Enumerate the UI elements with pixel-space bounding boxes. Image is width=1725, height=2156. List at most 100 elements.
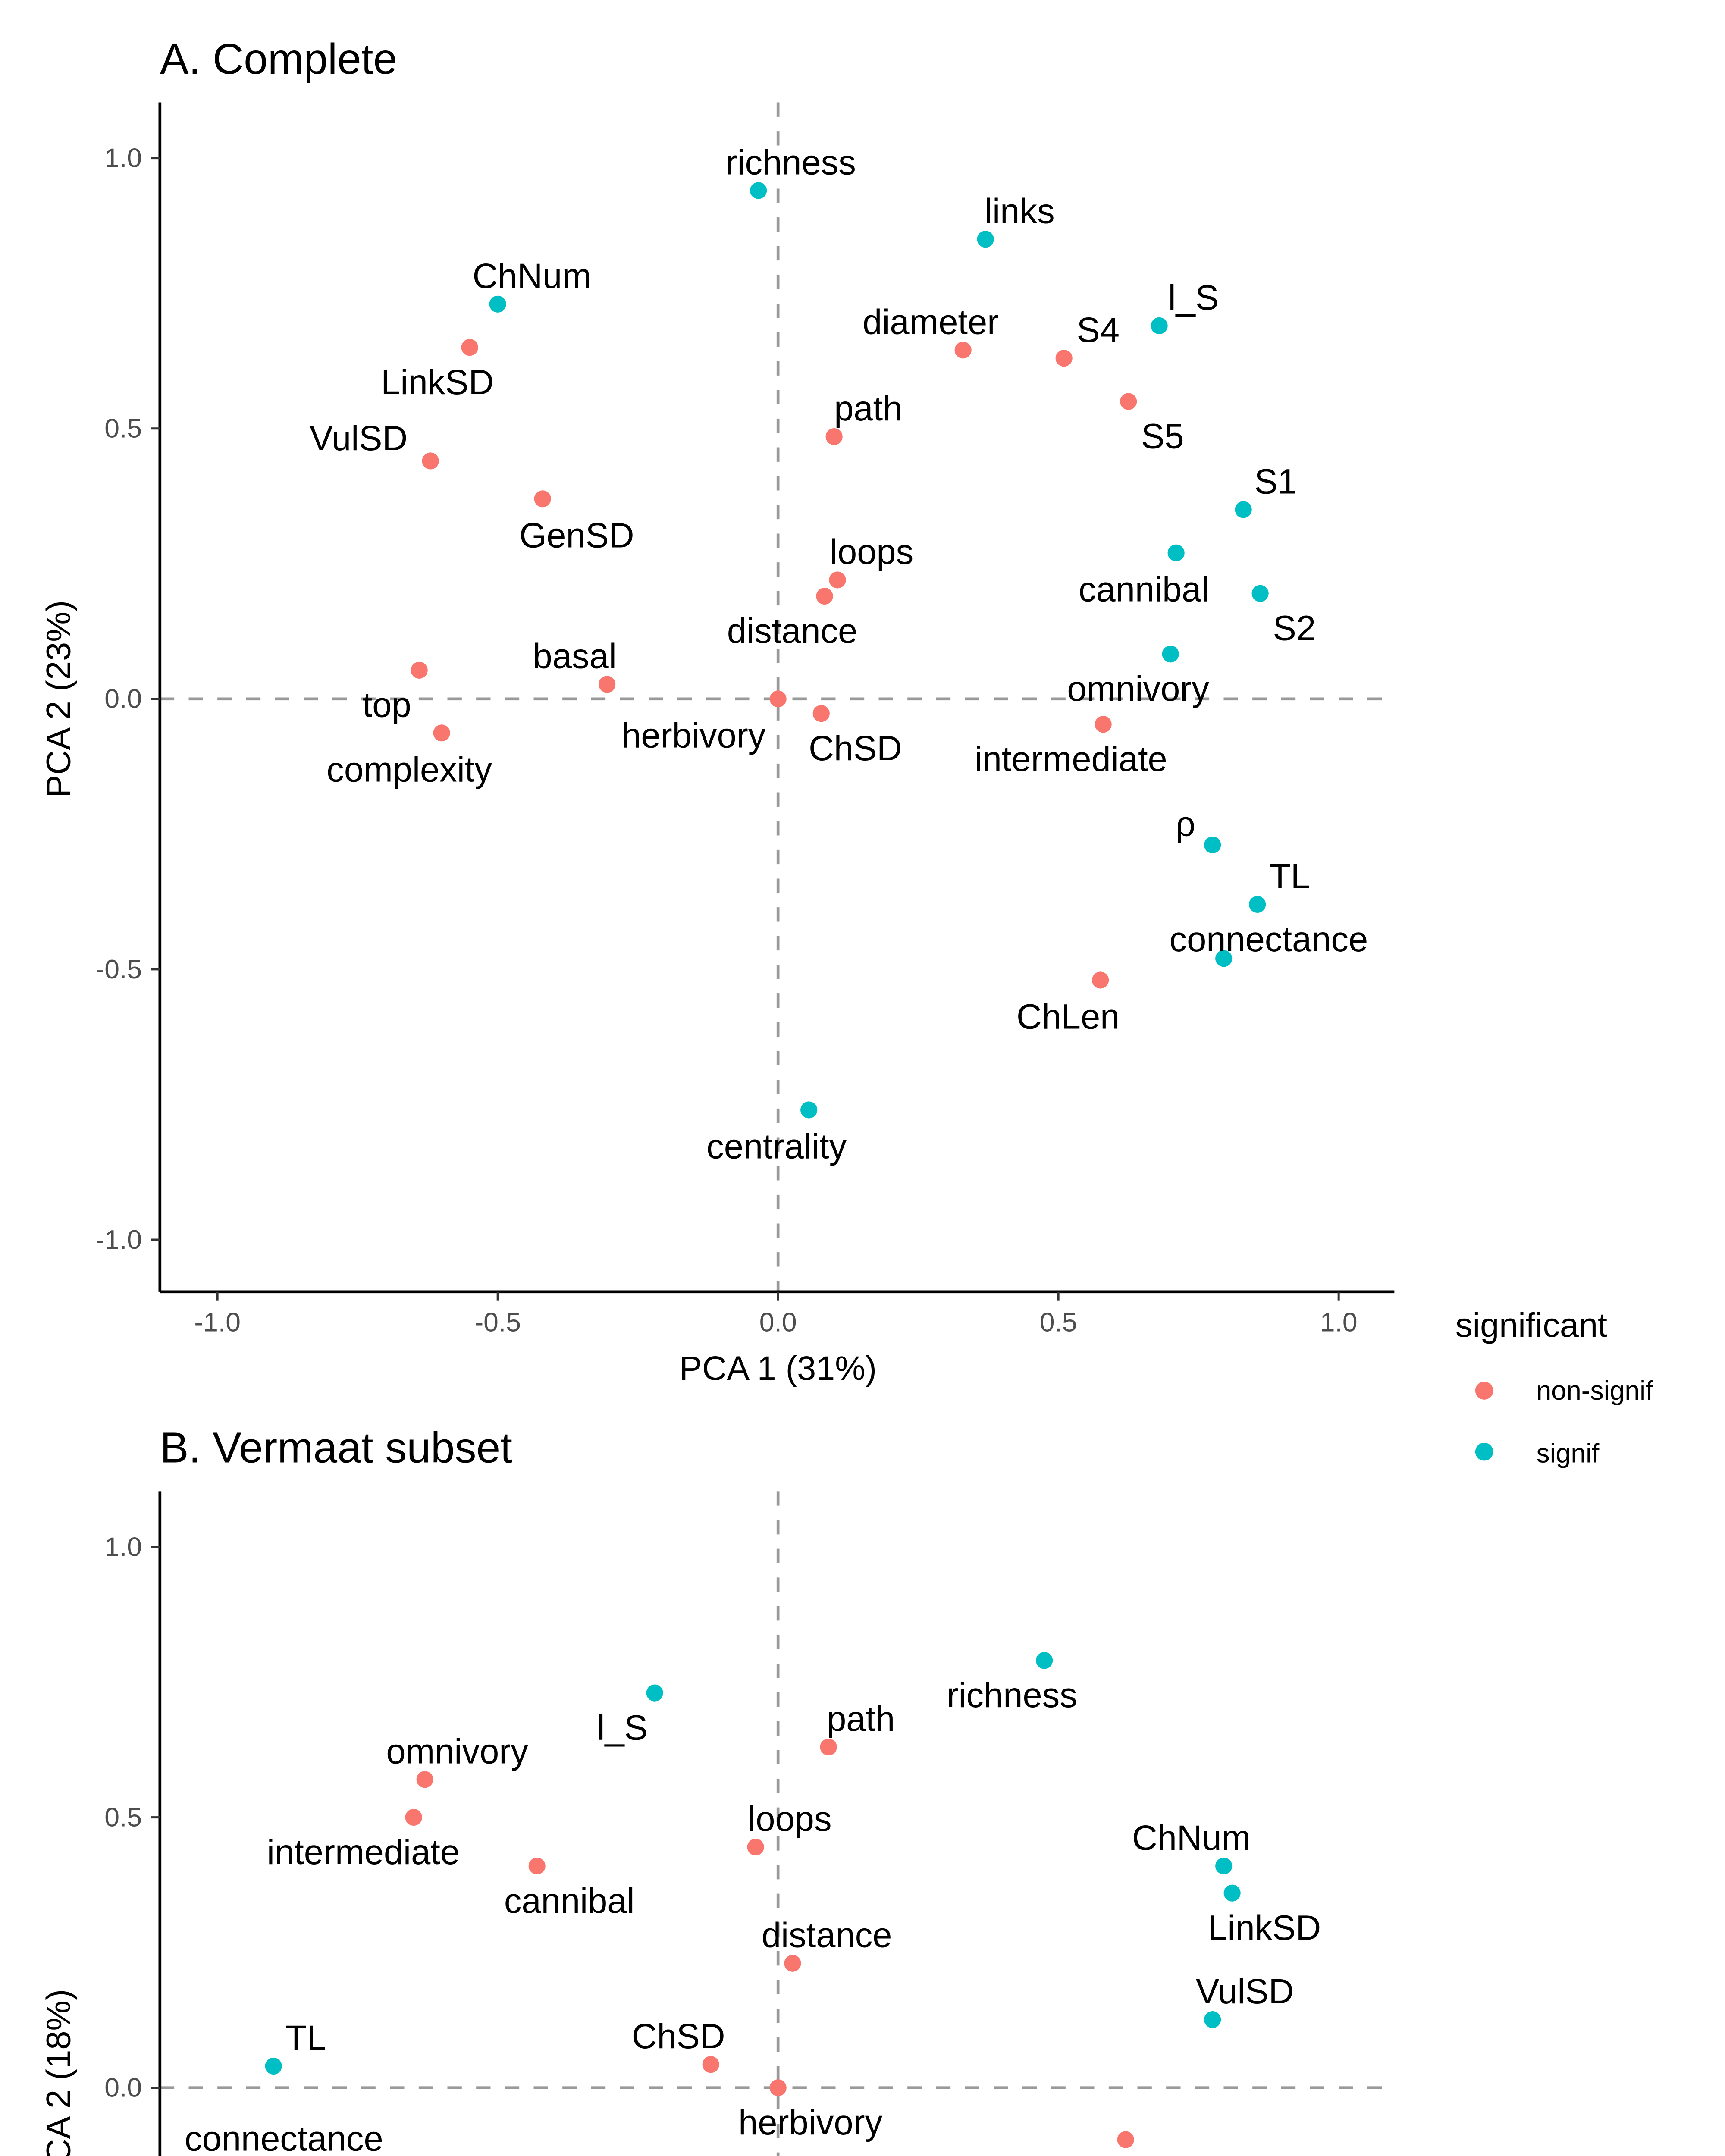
- point-label: S5: [1141, 417, 1184, 456]
- data-point: [528, 1857, 546, 1875]
- point-diameter: diameter: [862, 302, 999, 359]
- point-tl: TL: [265, 2018, 326, 2075]
- point-intermediate: intermediate: [267, 1809, 460, 1872]
- point-s4: S4: [1055, 310, 1120, 367]
- point-label: basal: [533, 636, 617, 676]
- point-linksd: LinkSD: [381, 339, 494, 402]
- point-label: GenSD: [1036, 2155, 1151, 2156]
- point-chnum: ChNum: [473, 257, 591, 313]
- point-label: TL: [285, 2018, 326, 2058]
- point-label: intermediate: [975, 740, 1167, 779]
- point-label: S4: [1077, 310, 1120, 350]
- data-point: [812, 705, 830, 722]
- point-label: centrality: [706, 1127, 847, 1166]
- data-point: [954, 342, 972, 359]
- point-label: cannibal: [504, 1881, 635, 1921]
- data-point: [702, 2056, 719, 2073]
- point-label: herbivory: [738, 2103, 883, 2142]
- y-tick-label: 0.5: [104, 414, 142, 444]
- point-connectance: connectance: [1169, 920, 1368, 967]
- point-label: path: [834, 389, 902, 428]
- point-label: complexity: [326, 750, 492, 789]
- legend-item-non-signif: non-signif: [1475, 1376, 1653, 1406]
- data-point: [747, 1838, 764, 1856]
- axes: -1.0-1.0-0.5-0.50.00.00.50.51.01.0: [104, 1491, 162, 2156]
- point-label: loops: [830, 532, 913, 571]
- point-label: omnivory: [1067, 669, 1209, 708]
- data-point: [1055, 350, 1073, 367]
- points-layer: richness links ChNum LinkSD diameter l_S S4 S5 p…: [310, 143, 1368, 1166]
- point-cannibal: cannibal: [504, 1857, 635, 1921]
- y-tick-label: 0.5: [104, 1802, 142, 1832]
- axes: -1.0-1.0-0.5-0.50.00.00.50.51.01.0: [95, 102, 1395, 1338]
- point-chsd: ChSD: [632, 2017, 725, 2073]
- point-label: top: [363, 686, 411, 725]
- data-point: [1204, 2011, 1221, 2028]
- data-point: [1162, 646, 1179, 663]
- point-complexity: complexity: [326, 724, 492, 789]
- panel-b-vermaat-subset: B. Vermaat subset -1.0-1.0-0.5-0.50.00.0…: [39, 1424, 1395, 2156]
- data-point: [1204, 836, 1221, 854]
- point-label: VulSD: [310, 419, 408, 458]
- legend-key-signif: [1475, 1442, 1493, 1461]
- panel-a-complete: A. Complete -1.0 -1.0 -0.5 -0.5 0.0 0.0 0.5 0.5…: [39, 35, 1395, 1387]
- point-chnum: ChNum: [1132, 1818, 1251, 1875]
- y-tick-label: 0.0: [104, 2073, 142, 2103]
- point-label: diameter: [862, 302, 999, 342]
- data-point: [1120, 393, 1137, 410]
- point-basal: basal: [533, 636, 617, 693]
- point-label: distance: [727, 611, 858, 651]
- x-tick-label: -0.5: [474, 1307, 521, 1338]
- data-point: [1215, 950, 1233, 967]
- data-point: [820, 1738, 837, 1756]
- point-label: ChSD: [632, 2017, 725, 2056]
- point-label: ρ: [1176, 805, 1195, 844]
- data-point: [416, 1771, 433, 1788]
- point-label: omnivory: [386, 1732, 528, 1771]
- point-label: links: [985, 191, 1055, 231]
- data-point: [1167, 544, 1185, 561]
- point-connectance: connectance: [185, 2119, 383, 2156]
- data-point: [1151, 317, 1168, 335]
- point-s2: S2: [1251, 585, 1316, 648]
- point-label: S2: [1273, 609, 1316, 648]
- point-path: path: [820, 1699, 895, 1756]
- point-s5: S5: [1120, 393, 1184, 456]
- legend-label: signif: [1537, 1438, 1600, 1469]
- point-gensd: GenSD: [519, 490, 634, 555]
- legend-label: non-signif: [1537, 1376, 1654, 1406]
- point-label: ChNum: [473, 257, 591, 296]
- panel-title: B. Vermaat subset: [160, 1424, 512, 1472]
- point-label: connectance: [185, 2119, 383, 2156]
- point-label: loops: [748, 1799, 831, 1839]
- point-links: links: [977, 191, 1055, 248]
- point-top: top: [363, 661, 428, 725]
- data-point: [1036, 1652, 1053, 1669]
- data-point: [977, 231, 994, 248]
- data-point: [1251, 585, 1269, 602]
- data-point: [825, 428, 843, 445]
- point-label: LinkSD: [1208, 1908, 1321, 1948]
- point-distance: distance: [762, 1916, 892, 1972]
- point-rho: ρ: [1176, 805, 1221, 854]
- point-linksd: LinkSD: [1208, 1884, 1321, 1948]
- point-label: l_S: [597, 1708, 647, 1747]
- data-point: [646, 1684, 663, 1702]
- data-point: [769, 2079, 787, 2096]
- point-s1: S1: [1235, 462, 1297, 518]
- point-omnivory: omnivory: [386, 1732, 528, 1788]
- points-layer: richness l_S path omnivory intermediate loops…: [185, 1652, 1321, 2156]
- point-herbivory: herbivory: [738, 2079, 883, 2142]
- point-loops: loops: [747, 1799, 831, 1856]
- data-point: [769, 690, 787, 708]
- point-herbivory: herbivory: [621, 690, 787, 755]
- point-label: S1: [1254, 462, 1297, 501]
- x-axis-title: PCA 1 (31%): [679, 1349, 877, 1387]
- point-label: intermediate: [267, 1833, 460, 1872]
- legend-item-signif: signif: [1475, 1438, 1600, 1469]
- data-point: [1223, 1884, 1241, 1902]
- data-point: [1117, 2131, 1134, 2148]
- point-chlen: ChLen: [1016, 971, 1120, 1037]
